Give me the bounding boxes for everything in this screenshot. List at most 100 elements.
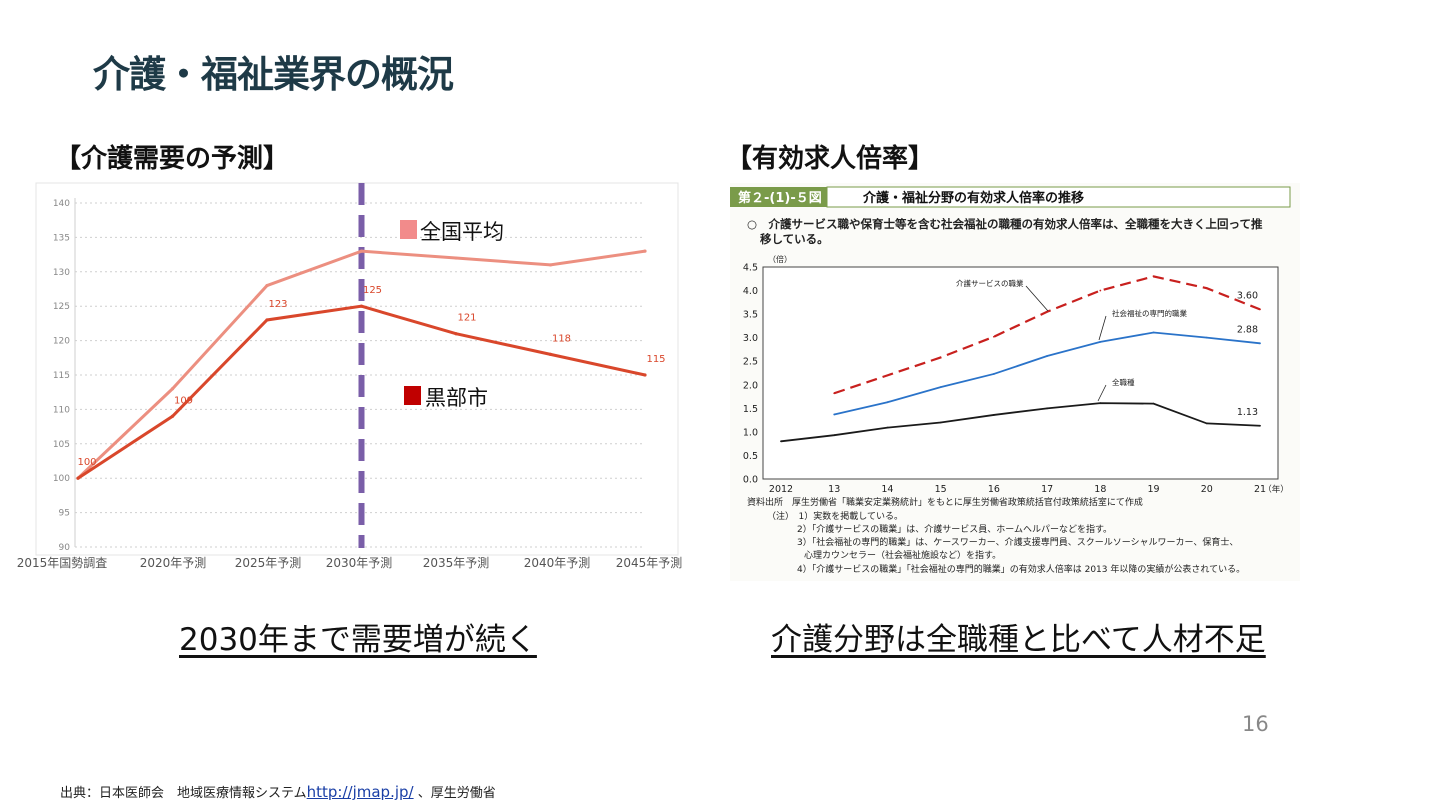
job-openings-ratio-chart: 第２-(1)-５図 介護・福祉分野の有効求人倍率の推移 ○ 介護サービス職や保育士等… [730, 183, 1300, 581]
right-section-heading: 【有効求人倍率】 [726, 144, 935, 174]
x-tick-label: 2012 [769, 484, 793, 495]
x-tick-label: 2020年予測 [140, 556, 207, 570]
figure-note: 3）「社会福祉の専門的職業」は、ケースワーカー、介護支援専門員、スクールソーシャ… [797, 536, 1238, 548]
left-caption: 2030年まで需要増が続く [179, 622, 537, 658]
figure-subtitle: 移している。 [760, 232, 829, 246]
x-unit-label: （年） [1263, 484, 1289, 495]
x-tick-label: 2025年予測 [235, 556, 302, 570]
data-point [170, 414, 175, 418]
data-point [1099, 341, 1102, 343]
data-point [992, 414, 995, 416]
y-unit-label: （倍） [768, 254, 792, 264]
data-point [1099, 402, 1102, 405]
page-number: 16 [1242, 712, 1269, 736]
data-point [643, 373, 647, 377]
x-tick-label: 17 [1041, 484, 1053, 495]
data-point [1205, 287, 1208, 290]
legend-swatch [404, 386, 421, 405]
data-label: 125 [363, 285, 382, 296]
figure-note: 資料出所 厚生労働省「職業安定業務統計」をもとに厚生労働省政策統括官付政策統括室… [747, 496, 1143, 508]
page-title: 介護・福祉業界の概況 [93, 53, 454, 96]
data-point [548, 263, 553, 267]
data-point [833, 413, 836, 416]
data-point [1046, 355, 1049, 357]
y-tick-label: 100 [53, 474, 70, 484]
y-tick-label: 4.0 [743, 286, 758, 297]
data-point [1152, 331, 1155, 334]
x-tick-label: 2015年国勢調査 [17, 555, 108, 570]
legend-label: 黒部市 [425, 386, 488, 410]
callout-leader-line [1025, 285, 1049, 312]
source-note: 出典：日本医師会 地域医療情報システムhttp://jmap.jp/ 、厚生労働… [60, 782, 496, 801]
data-point [1259, 424, 1261, 427]
x-tick-label: 21 [1254, 484, 1266, 495]
data-point [359, 249, 364, 253]
legend-swatch [400, 220, 417, 239]
data-label: 100 [77, 457, 96, 468]
data-point [359, 304, 364, 308]
data-point [992, 373, 995, 375]
y-tick-label: 120 [53, 337, 70, 347]
source-link[interactable]: http://jmap.jp/ [306, 783, 414, 801]
data-point [1152, 402, 1155, 405]
plot-frame [762, 266, 1279, 480]
y-tick-label: 105 [53, 440, 70, 450]
data-point [1152, 275, 1155, 278]
x-tick-label: 20 [1201, 484, 1213, 495]
y-tick-label: 2.5 [743, 357, 758, 368]
data-point [1046, 310, 1049, 313]
data-point [939, 356, 942, 359]
y-tick-label: 130 [53, 268, 70, 278]
y-tick-label: 1.5 [743, 404, 758, 415]
data-point [939, 386, 942, 389]
y-tick-label: 135 [53, 233, 70, 243]
data-point [76, 476, 80, 480]
y-tick-label: 110 [53, 405, 70, 415]
x-tick-label: 16 [988, 484, 1000, 495]
figure-note: 2）「介護サービスの職業」は、介護サービス員、ホームヘルパーなどを指す。 [797, 523, 1112, 535]
figure-subtitle: ○ 介護サービス職や保育士等を含む社会福祉の職種の有効求人倍率は、全職種を大きく… [747, 217, 1263, 231]
chart-frame [35, 182, 679, 556]
series-callout-label: 介護サービスの職業 [956, 278, 1024, 288]
callout-leader-line [1098, 315, 1107, 341]
right-caption: 介護分野は全職種と比べて人材不足 [771, 622, 1266, 658]
y-tick-label: 115 [53, 371, 70, 381]
figure-tag: 第２-(1)-５図 [738, 190, 822, 206]
x-tick-label: 13 [828, 484, 840, 495]
x-tick-label: 19 [1148, 484, 1160, 495]
figure-note: 心理カウンセラー（社会福祉施設など）を指す。 [804, 549, 1001, 561]
data-label: 123 [268, 299, 287, 310]
data-point [643, 249, 647, 253]
y-tick-label: 140 [53, 199, 70, 209]
data-label: 115 [646, 354, 665, 365]
x-tick-label: 2035年予測 [423, 556, 490, 570]
left-section-heading: 【介護需要の予測】 [55, 144, 290, 174]
data-point [170, 387, 175, 391]
end-value-label: 2.88 [1237, 324, 1258, 335]
series-callout-label: 社会福祉の専門的職業 [1112, 308, 1187, 318]
series-callout-label: 全職種 [1112, 377, 1135, 387]
data-point [1205, 336, 1208, 339]
care-demand-forecast-chart: 90 95 100 105 110 115 120 125 130 135 140 100 109 123… [0, 178, 700, 578]
y-tick-label: 3.5 [743, 310, 758, 321]
x-tick-label: 2040年予測 [524, 556, 591, 570]
source-suffix: 、厚生労働省 [413, 786, 496, 801]
end-value-label: 1.13 [1237, 407, 1258, 418]
x-tick-label: 18 [1094, 484, 1106, 495]
data-point [992, 335, 995, 338]
data-point [833, 434, 836, 437]
x-tick-label: 2030年予測 [326, 556, 393, 570]
x-tick-label: 2045年予測 [616, 556, 683, 570]
data-point [548, 352, 553, 356]
y-tick-label: 0.0 [743, 475, 758, 486]
y-tick-label: 95 [59, 509, 70, 519]
y-tick-label: 1.0 [743, 427, 758, 438]
callout-leader-line [1097, 384, 1107, 402]
figure-note: （注） 1）実数を掲載している。 [767, 510, 903, 522]
series-line [780, 402, 1261, 443]
data-point [886, 426, 889, 429]
data-point [1099, 289, 1102, 292]
figure-tag-bg [730, 187, 827, 207]
data-point [1259, 308, 1261, 311]
source-prefix: 出典：日本医師会 地域医療情報システム [60, 786, 307, 801]
